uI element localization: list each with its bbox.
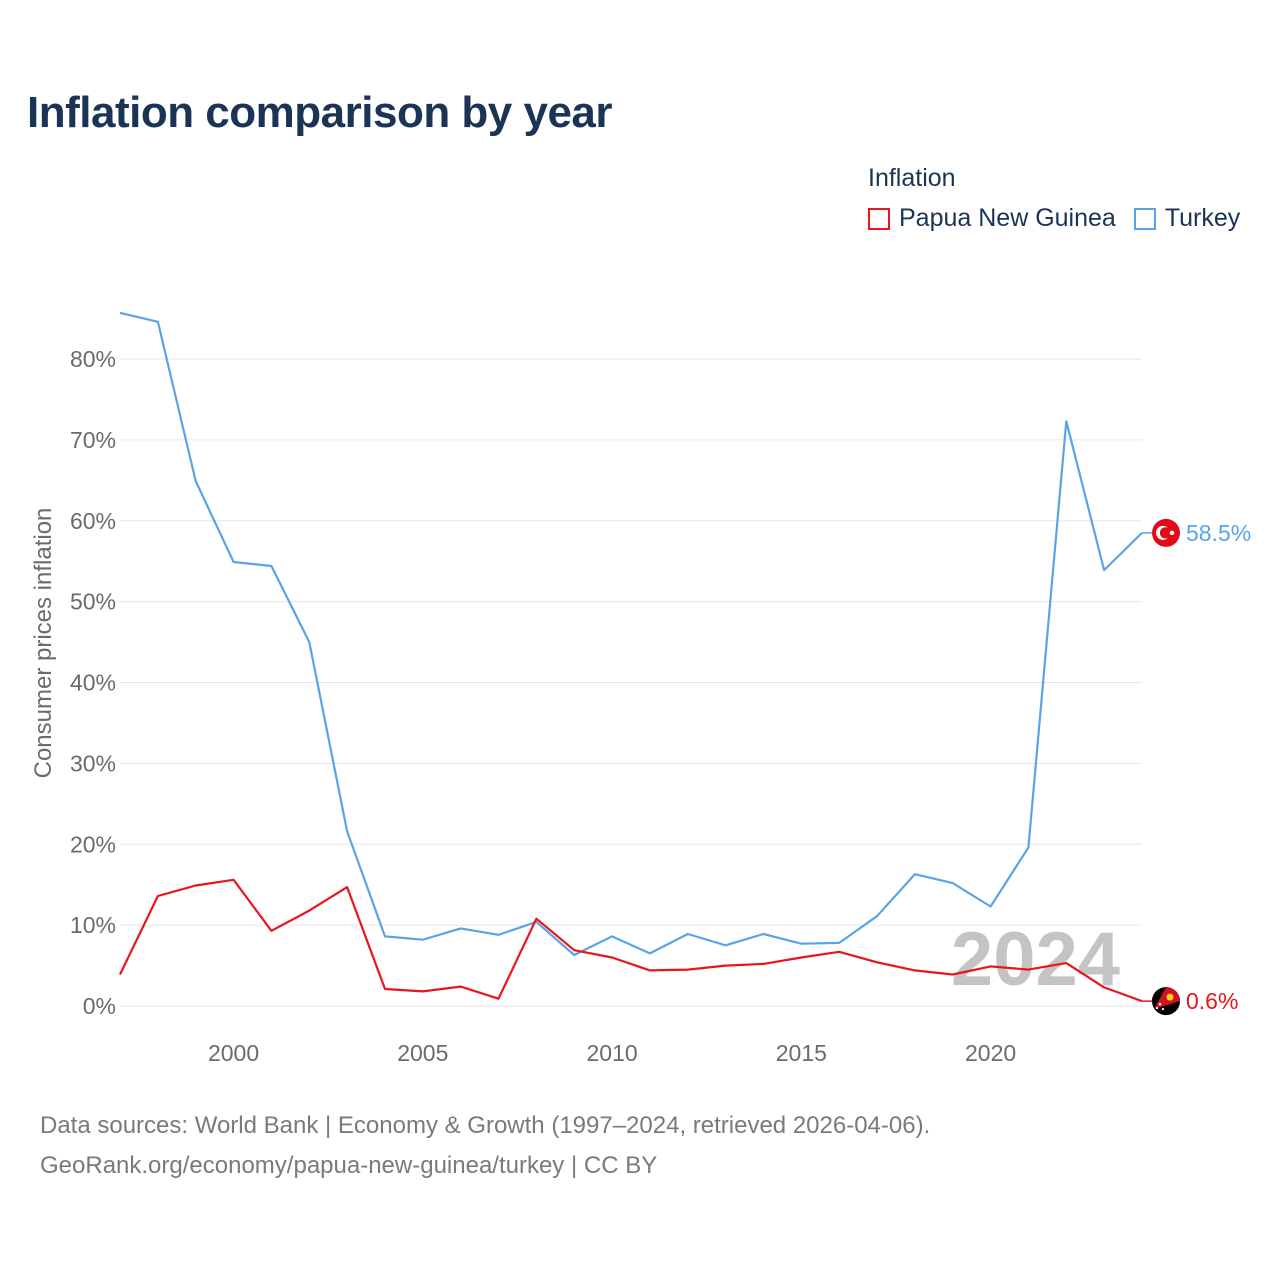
x-tick-label-2015: 2015 xyxy=(776,1040,827,1066)
y-tick-label-0: 0% xyxy=(83,993,116,1019)
flag-icon-turkey xyxy=(1152,518,1180,547)
y-tick-label-20: 20% xyxy=(70,831,116,857)
flag-icon-papua-new-guinea xyxy=(1152,987,1181,1016)
grid-layer xyxy=(120,358,1142,1007)
end-markers: 58.5% 0.6% xyxy=(1142,518,1251,1016)
chart-title: Inflation comparison by year xyxy=(27,88,613,137)
flag-star xyxy=(1169,530,1175,536)
y-tick-label-50: 50% xyxy=(70,589,116,615)
source-line-1: Data sources: World Bank | Economy & Gro… xyxy=(40,1112,931,1139)
flag-star-3 xyxy=(1155,1007,1159,1010)
x-tick-label-2010: 2010 xyxy=(586,1040,637,1066)
series-layer xyxy=(119,311,1143,1003)
axis-layer: 0% 10% 20% 30% 40% 50% 60% 70% 80% 2000 2005 2010 20… xyxy=(70,346,1016,1066)
legend-label-papua-new-guinea: Papua New Guinea xyxy=(899,204,1116,232)
flag-bird xyxy=(1166,993,1174,1001)
line-chart: 2024 0% 10% 20% 30% 40% 50% 60% 70% 80% 2000 2005 2… xyxy=(30,311,1251,1066)
x-tick-label-2000: 2000 xyxy=(208,1040,259,1066)
flag-star-2 xyxy=(1161,1008,1165,1011)
y-tick-label-70: 70% xyxy=(70,427,116,453)
legend-item-papua-new-guinea[interactable]: Papua New Guinea xyxy=(868,204,1116,233)
source-note: Data sources: World Bank | Economy & Gro… xyxy=(40,1106,930,1186)
legend-swatch-papua-new-guinea xyxy=(868,207,890,230)
y-tick-label-60: 60% xyxy=(70,508,116,534)
legend: Papua New Guinea Turkey xyxy=(868,204,1258,233)
year-watermark: 2024 xyxy=(951,917,1120,1002)
end-label-turkey: 58.5% xyxy=(1186,520,1251,546)
y-axis-label: Consumer prices inflation xyxy=(30,508,57,779)
flag-crescent-inner xyxy=(1159,527,1172,539)
x-tick-label-2020: 2020 xyxy=(965,1040,1016,1066)
legend-item-turkey[interactable]: Turkey xyxy=(1133,204,1241,233)
flag-star-1 xyxy=(1158,1002,1162,1006)
legend-label-turkey: Turkey xyxy=(1164,204,1241,232)
legend-title: Inflation xyxy=(868,164,956,192)
y-tick-label-40: 40% xyxy=(70,670,116,696)
y-tick-label-10: 10% xyxy=(70,912,116,938)
series-line-turkey xyxy=(119,311,1143,957)
legend-swatch-turkey xyxy=(1133,207,1156,230)
source-line-2[interactable]: GeoRank.org/economy/papua-new-guinea/tur… xyxy=(40,1152,658,1179)
y-tick-label-30: 30% xyxy=(70,750,116,776)
x-tick-label-2005: 2005 xyxy=(397,1040,448,1066)
series-line-papua-new-guinea xyxy=(119,878,1143,1003)
end-label-papua-new-guinea: 0.6% xyxy=(1186,988,1238,1014)
y-tick-label-80: 80% xyxy=(70,346,116,372)
